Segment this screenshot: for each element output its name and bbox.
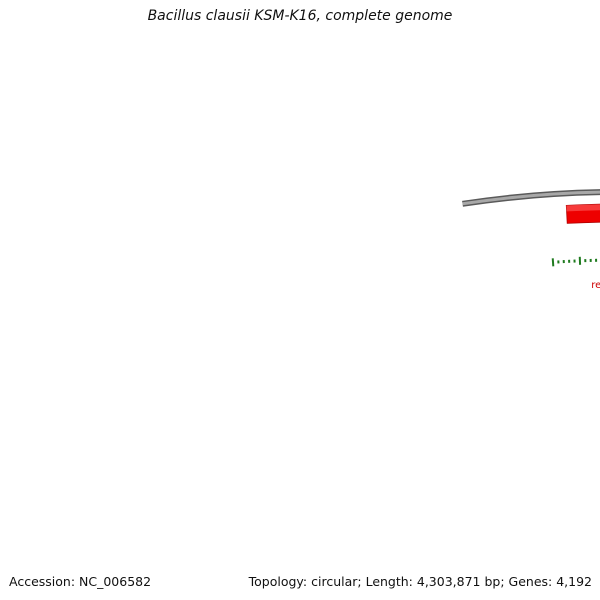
cds-arrow-highlight — [566, 204, 600, 212]
inner-major-tick — [551, 258, 555, 267]
accession-text: Accession: NC_006582 — [9, 574, 152, 589]
gene-label-resE: resE — [591, 280, 600, 291]
backbone-highlight — [462, 190, 600, 206]
genome-summary-text: Topology: circular; Length: 4,303,871 bp… — [248, 574, 592, 589]
inner-tick-track — [551, 256, 598, 267]
backbone-outline — [462, 189, 600, 207]
cds-track — [565, 203, 600, 224]
gene-labels: dacBspmAspmBrluBresAresBresCresDresEABC1… — [591, 280, 600, 291]
genome-backbone — [462, 189, 600, 207]
map-title: Bacillus clausii KSM-K16, complete genom… — [147, 8, 453, 24]
